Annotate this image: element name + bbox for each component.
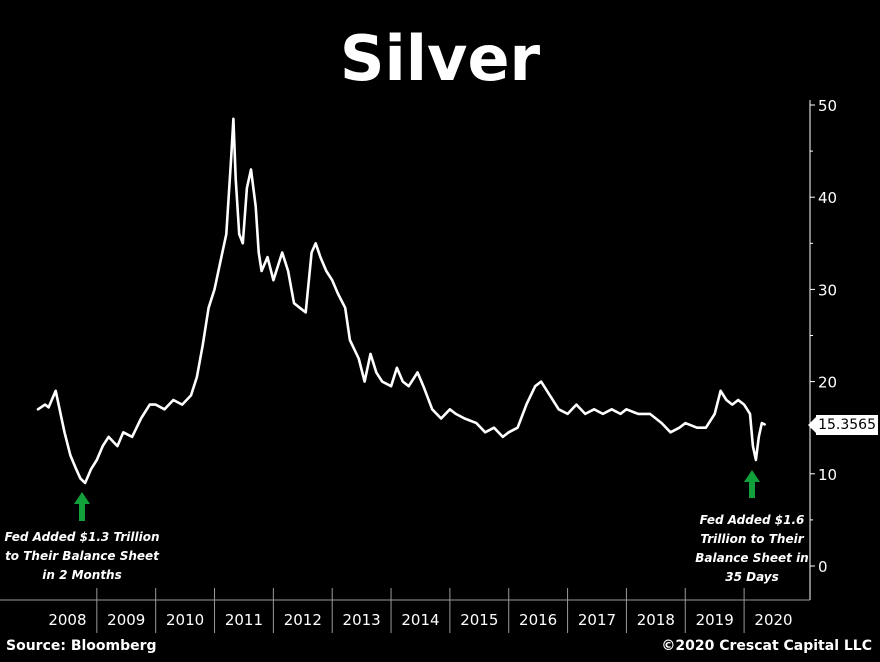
source-label: Source: Bloomberg <box>6 638 157 654</box>
x-tick-label: 2019 <box>696 611 734 629</box>
annotation-right: Fed Added $1.6 Trillion to Their Balance… <box>686 511 818 587</box>
x-tick-label: 2014 <box>401 611 439 629</box>
y-tick-label: 30 <box>818 281 837 299</box>
annotation-left-line-3: in 2 Months <box>42 568 122 582</box>
x-tick-label: 2012 <box>284 611 322 629</box>
annotation-right-line-2: Trillion to Their <box>700 532 804 546</box>
copyright-label: ©2020 Crescat Capital LLC <box>661 638 872 654</box>
y-tick-label: 50 <box>818 97 837 115</box>
y-tick-label: 10 <box>818 466 837 484</box>
x-tick-label: 2020 <box>754 611 792 629</box>
annotation-right-line-1: Fed Added $1.6 <box>699 513 805 527</box>
x-tick-label: 2009 <box>107 611 145 629</box>
x-tick-label: 2018 <box>637 611 675 629</box>
y-tick-label: 20 <box>818 374 837 392</box>
chart-title: Silver <box>339 22 541 95</box>
silver-price-line <box>36 117 766 485</box>
annotation-right-line-4: 35 Days <box>725 570 779 584</box>
annotation-left-line-1: Fed Added $1.3 Trillion <box>4 530 160 544</box>
x-tick-label: 2016 <box>519 611 557 629</box>
last-value-label: 15.3565 <box>808 415 878 435</box>
y-tick-label: 40 <box>818 189 837 207</box>
axis-marks: 0 10 20 30 40 50 2008 2009 2010 2011 2012 2013 2014 2… <box>0 97 837 633</box>
x-tick-label: 2013 <box>343 611 381 629</box>
x-tick-label: 2015 <box>460 611 498 629</box>
x-tick-label: 2017 <box>578 611 616 629</box>
annotation-left: Fed Added $1.3 Trillion to Their Balance… <box>0 528 164 585</box>
up-arrow-icon <box>744 470 760 498</box>
x-tick-label: 2011 <box>225 611 263 629</box>
x-tick-label: 2010 <box>166 611 204 629</box>
up-arrow-icon <box>74 492 90 521</box>
x-tick-label: 2008 <box>48 611 86 629</box>
annotation-left-line-2: to Their Balance Sheet <box>5 549 159 563</box>
annotation-right-line-3: Balance Sheet in <box>695 551 809 565</box>
y-tick-label: 0 <box>818 558 828 576</box>
